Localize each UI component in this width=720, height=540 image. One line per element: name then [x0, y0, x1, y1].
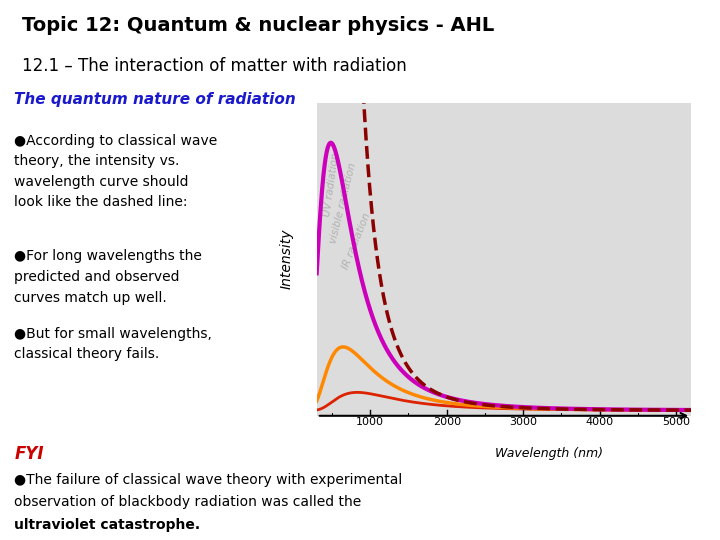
Text: ultraviolet catastrophe.: ultraviolet catastrophe. — [14, 518, 201, 532]
Text: visible radiation: visible radiation — [328, 161, 358, 245]
Text: The quantum nature of radiation: The quantum nature of radiation — [14, 91, 296, 106]
Text: Wavelength (nm): Wavelength (nm) — [495, 447, 603, 460]
Text: Topic 12: Quantum & nuclear physics - AHL: Topic 12: Quantum & nuclear physics - AH… — [22, 16, 494, 35]
Text: ●The failure of classical wave theory with experimental: ●The failure of classical wave theory wi… — [14, 473, 402, 487]
Text: 12.1 – The interaction of matter with radiation: 12.1 – The interaction of matter with ra… — [22, 57, 406, 75]
Text: FYI: FYI — [14, 445, 44, 463]
Text: UV radiation: UV radiation — [322, 152, 341, 218]
Text: ●According to classical wave
theory, the intensity vs.
wavelength curve should
l: ●According to classical wave theory, the… — [14, 133, 217, 210]
Text: observation of blackbody radiation was called the: observation of blackbody radiation was c… — [14, 495, 361, 509]
Text: IR radiation: IR radiation — [341, 212, 372, 271]
Text: ●For long wavelengths the
predicted and observed
curves match up well.: ●For long wavelengths the predicted and … — [14, 249, 202, 305]
Text: Intensity: Intensity — [280, 229, 294, 289]
Text: ●But for small wavelengths,
classical theory fails.: ●But for small wavelengths, classical th… — [14, 327, 212, 361]
